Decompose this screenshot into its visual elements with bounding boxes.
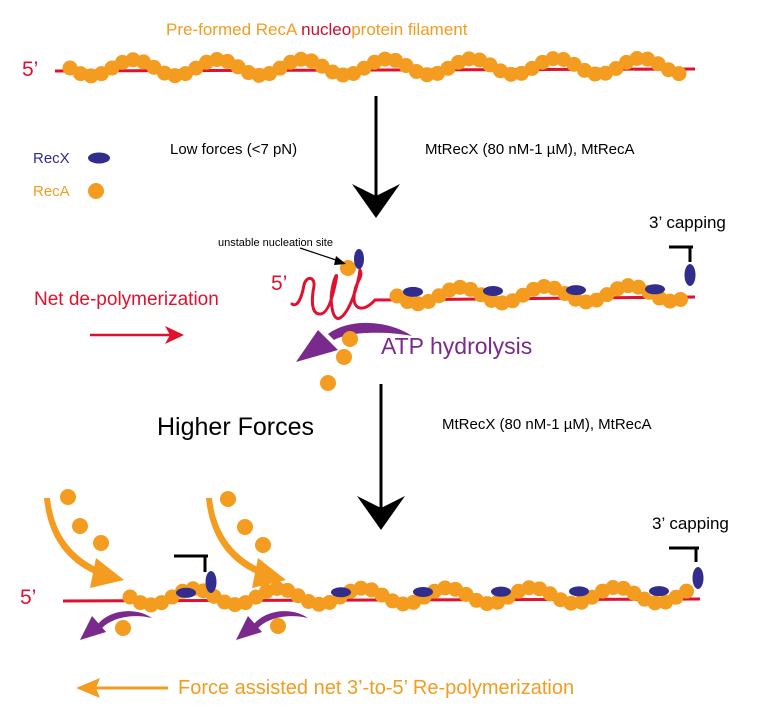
- atp-arrow-head: [296, 330, 338, 362]
- higher-forces-label: Higher Forces: [157, 413, 314, 441]
- legend-reca-label: RecA: [33, 183, 70, 200]
- condition-label-top: MtRecX (80 nM-1 µM), MtRecA: [425, 141, 635, 158]
- filament-top: [62, 51, 687, 84]
- atp-hydrolysis-label: ATP hydrolysis: [381, 333, 533, 359]
- incoming-arrow-left: [44, 498, 102, 576]
- incoming-reca: [220, 491, 236, 507]
- five-prime-label-middle: 5’: [271, 272, 288, 295]
- capping-recx-top: [684, 264, 696, 286]
- recx-monomer: [176, 587, 196, 598]
- incoming-reca: [237, 519, 253, 535]
- title-part-2: nucleo: [301, 20, 352, 39]
- capping-cap-top: [669, 245, 693, 262]
- ssdna-loop: [290, 264, 377, 320]
- condition-label-bottom: MtRecX (80 nM-1 µM), MtRecA: [442, 416, 652, 433]
- capping-label-top: 3’ capping: [649, 213, 726, 232]
- down-arrow-top-head: [352, 184, 400, 218]
- title-part-3: protein filament: [351, 20, 468, 39]
- reca-monomer: [679, 583, 694, 599]
- legend-recx-icon: [88, 152, 110, 164]
- released-reca: [342, 331, 358, 347]
- depolymerization-arrow-head: [165, 326, 184, 344]
- incoming-reca: [72, 518, 88, 534]
- incoming-arrow-left-head: [90, 558, 124, 588]
- capping-recx-internal: [205, 571, 217, 593]
- unstable-site-label: unstable nucleation site: [218, 237, 333, 249]
- reca-monomer: [673, 291, 688, 307]
- recx-monomer: [331, 587, 351, 598]
- down-arrow-bottom-head: [357, 496, 405, 530]
- incoming-arrow-right-head: [252, 558, 286, 588]
- recx-monomer: [403, 286, 423, 297]
- incoming-reca: [93, 535, 109, 551]
- nucleation-recx-monomer: [354, 249, 364, 269]
- unstable-site-pointer: [299, 247, 343, 263]
- capping-cap-internal: [174, 554, 208, 572]
- five-prime-label-bottom: 5’: [20, 586, 37, 609]
- capping-cap-bottom: [669, 546, 699, 562]
- five-prime-label-top: 5’: [22, 58, 39, 81]
- incoming-arrow-right: [206, 498, 264, 576]
- recx-monomer: [413, 586, 433, 597]
- atp-arrow-small-left: [98, 611, 152, 628]
- released-reca: [336, 349, 352, 365]
- atp-arrow-small-right: [254, 611, 308, 628]
- atp-arrow-small-left-head: [80, 616, 106, 640]
- legend-reca-icon: [88, 183, 104, 199]
- low-forces-label: Low forces (<7 pN): [170, 141, 298, 158]
- recx-monomer: [491, 586, 511, 597]
- recx-monomer: [483, 285, 503, 296]
- incoming-reca: [255, 537, 271, 553]
- recx-monomer: [649, 586, 669, 597]
- reca-monomer: [671, 66, 687, 82]
- recx-monomer: [645, 284, 665, 295]
- legend-recx-label: RecX: [33, 150, 70, 167]
- title: Pre-formed RecA nucleoprotein filament: [166, 20, 467, 40]
- repolymerization-arrow-head: [76, 678, 100, 698]
- capping-label-bottom: 3’ capping: [652, 514, 729, 533]
- repolymerization-label: Force assisted net 3’-to-5’ Re-polymeriz…: [178, 677, 575, 699]
- atp-arrow-small-right-head: [236, 616, 262, 640]
- capping-recx-bottom: [692, 567, 704, 589]
- unstable-site-pointer-head: [334, 256, 346, 265]
- filament-bottom: [122, 580, 694, 613]
- atp-arrow-body: [328, 322, 412, 340]
- recx-monomer: [566, 285, 586, 296]
- title-part-1: Pre-formed RecA: [166, 20, 302, 39]
- filament-middle: [389, 278, 688, 312]
- released-reca: [320, 375, 336, 391]
- released-reca-bottom: [115, 620, 131, 636]
- recx-monomer: [569, 586, 589, 597]
- incoming-reca: [60, 489, 76, 505]
- released-reca-bottom: [270, 618, 286, 634]
- net-depolymerization-label: Net de-polymerization: [34, 289, 219, 310]
